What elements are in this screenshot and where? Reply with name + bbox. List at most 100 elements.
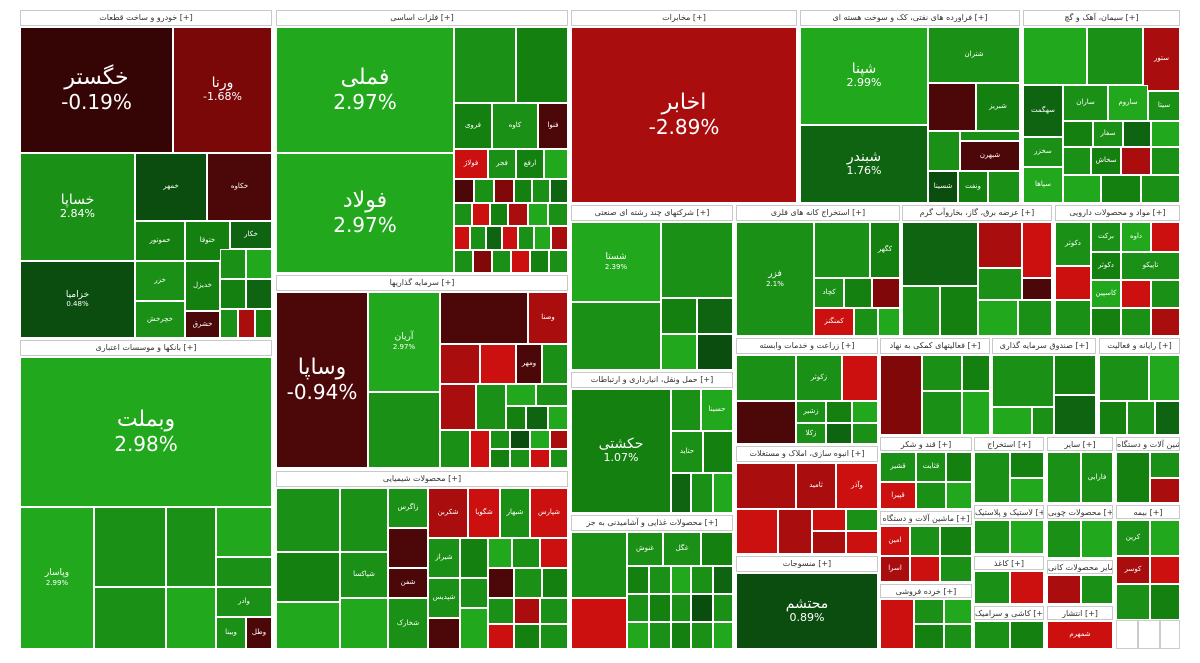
tile-gl-a[interactable] — [974, 621, 1010, 649]
tile-mining-e[interactable] — [878, 308, 900, 336]
tile-chem-t[interactable] — [488, 624, 514, 649]
tile-chem-a[interactable] — [276, 488, 340, 552]
tile-metals-z[interactable] — [511, 250, 530, 273]
tile-oil-c[interactable] — [988, 171, 1020, 203]
tile-oil-a[interactable] — [928, 83, 976, 131]
tile-agri-f[interactable] — [826, 423, 852, 444]
tile-metals-k[interactable] — [472, 203, 490, 226]
tile-dekor[interactable]: دکوثر — [1055, 222, 1091, 266]
tile-elec-d[interactable] — [940, 556, 972, 582]
tile-food-k[interactable] — [671, 594, 691, 622]
tile-akhaber[interactable]: اخابر -2.89% — [571, 27, 797, 203]
tile-inv-a[interactable] — [368, 392, 440, 468]
sector-header-electrical[interactable]: ماشین آلات و دستگاه [+] — [880, 511, 972, 525]
tile-food-i[interactable] — [627, 594, 649, 622]
tile-vebmellat[interactable]: وبملت 2.98% — [20, 357, 272, 507]
tile-metals-v[interactable] — [551, 226, 568, 250]
tile-auto-small-7[interactable] — [255, 309, 272, 338]
tile-mach-c[interactable] — [1150, 478, 1180, 503]
sector-header-pharma[interactable]: مواد و محصولات دارویی [+] — [1055, 205, 1180, 221]
tile-agri-a[interactable] — [736, 355, 796, 401]
tile-arian[interactable]: آریان 2.97% — [368, 292, 440, 392]
tile-food-g[interactable] — [691, 566, 713, 594]
tile-mach-a[interactable] — [1116, 452, 1150, 503]
tile-inv-c[interactable] — [440, 344, 480, 384]
tile-cement-a[interactable] — [1023, 27, 1087, 85]
tile-soft-b[interactable] — [1149, 355, 1180, 401]
tile-re-c[interactable] — [778, 509, 812, 554]
tile-cement-k[interactable] — [1141, 175, 1180, 203]
tile-metals-o[interactable] — [548, 203, 568, 226]
tile-khezamya[interactable]: خزامیا 0.48% — [20, 261, 135, 338]
tile-tayd[interactable]: ثامید — [796, 463, 836, 509]
sector-header-mining[interactable]: استخراج کانه های فلزی [+] — [736, 205, 900, 221]
tile-inv-f[interactable] — [440, 384, 476, 430]
tile-trans-d[interactable] — [691, 473, 713, 513]
tile-sugar-c[interactable] — [946, 482, 972, 509]
sector-header-investment[interactable]: سرمایه گذاریها [+] — [276, 275, 568, 291]
tile-chem-s[interactable] — [540, 598, 568, 624]
tile-pharma-g[interactable] — [1121, 308, 1151, 336]
tile-sekhazar[interactable]: سخزر — [1023, 137, 1063, 167]
tile-food-n[interactable] — [627, 622, 649, 649]
tile-inv-h[interactable] — [506, 384, 536, 406]
tile-amin[interactable]: امین — [880, 526, 910, 556]
tile-chem-f[interactable] — [388, 528, 428, 568]
sector-header-sugar[interactable]: قند و شکر [+] — [880, 437, 972, 451]
tile-metals-h[interactable] — [532, 179, 550, 203]
tile-hekeshti[interactable]: حکشتی 1.07% — [571, 389, 671, 513]
tile-chem-h[interactable] — [428, 618, 460, 649]
tile-chem-n[interactable] — [514, 568, 542, 598]
tile-chem-i[interactable] — [488, 538, 512, 568]
tile-food-h[interactable] — [713, 566, 733, 594]
tile-sahegmatan[interactable]: سهگمت — [1023, 85, 1063, 137]
tile-ins-f[interactable] — [1138, 620, 1160, 649]
tile-util-d[interactable] — [978, 268, 1022, 300]
tile-food-b[interactable] — [571, 598, 627, 649]
sector-header-cement[interactable]: سیمان، آهک و گچ [+] — [1023, 10, 1180, 26]
tile-inv-r[interactable] — [550, 430, 568, 449]
tile-kaveh[interactable]: کاوه — [492, 103, 538, 149]
tile-fund-a[interactable] — [992, 355, 1054, 407]
tile-metals-e[interactable] — [474, 179, 494, 203]
tile-agri-g[interactable] — [852, 423, 878, 444]
tile-inv-k[interactable] — [526, 406, 548, 430]
tile-food-c[interactable] — [701, 532, 733, 566]
tile-fin-a[interactable] — [880, 355, 922, 435]
tile-kerin[interactable]: کرین — [1116, 520, 1150, 556]
sector-header-multi[interactable]: شرکتهای چند رشته ای صنعتی [+] — [571, 205, 733, 221]
tile-multi-b[interactable] — [571, 302, 661, 370]
tile-shebehran[interactable]: شبهرن — [960, 141, 1020, 171]
tile-metals-p[interactable] — [454, 226, 470, 250]
tile-auto-small-4[interactable] — [246, 279, 272, 309]
tile-oil-d[interactable] — [960, 131, 1020, 141]
tile-fund-d[interactable] — [1032, 407, 1054, 435]
tile-shesta[interactable]: شستا 2.39% — [571, 222, 661, 302]
tile-metals-f[interactable] — [494, 179, 514, 203]
tile-shesina[interactable]: شسینا — [928, 171, 958, 203]
tile-cement-d[interactable] — [1123, 121, 1151, 147]
tile-pap-b[interactable] — [1010, 571, 1044, 604]
tile-cement-i[interactable] — [1063, 175, 1101, 203]
tile-pharma-e[interactable] — [1055, 300, 1091, 336]
tile-zekalat[interactable]: زکلا — [796, 423, 826, 444]
tile-min-b[interactable] — [1010, 452, 1044, 478]
tile-food-e[interactable] — [649, 566, 671, 594]
tile-banks-f[interactable] — [166, 587, 216, 649]
tile-shefan[interactable]: شفن — [388, 568, 428, 598]
tile-soft-c[interactable] — [1099, 401, 1127, 435]
tile-vasina[interactable]: وصنا — [528, 292, 568, 344]
tile-qeshir[interactable]: قشیر — [880, 452, 916, 482]
tile-trans-b[interactable] — [703, 431, 733, 473]
sector-header-auto[interactable]: خودرو و ساخت قطعات [+] — [20, 10, 272, 26]
tile-qapiran[interactable]: قپیرا — [880, 482, 916, 509]
tile-fanva[interactable]: فنوا — [538, 103, 568, 149]
tile-pharma-f[interactable] — [1091, 308, 1121, 336]
tile-util-a[interactable] — [902, 222, 978, 286]
sector-header-agriculture[interactable]: زراعت و خدمات وابسته [+] — [736, 338, 878, 354]
tile-util-e[interactable] — [1022, 278, 1052, 300]
tile-banks-e[interactable] — [94, 587, 166, 649]
tile-mach-b[interactable] — [1150, 452, 1180, 478]
tile-cement-j[interactable] — [1101, 175, 1141, 203]
tile-rub-b[interactable] — [1010, 520, 1044, 554]
